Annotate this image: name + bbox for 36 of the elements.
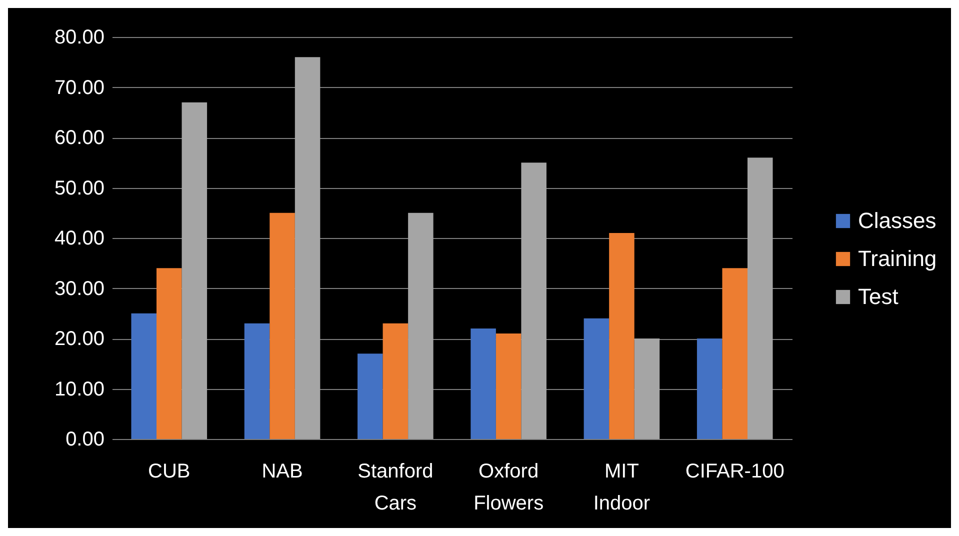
- bar: [722, 268, 748, 439]
- x-tick-label: CUB: [148, 460, 190, 482]
- bar: [609, 232, 634, 439]
- bar: [182, 102, 208, 439]
- x-tick-label: Oxford Flowers: [474, 460, 544, 514]
- bar: [521, 162, 546, 439]
- y-tick-label: 60.00: [54, 127, 104, 149]
- x-tick-label: MIT Indoor: [593, 460, 650, 514]
- x-tick-label: Stanford Cars: [358, 460, 434, 514]
- bar: [358, 354, 383, 439]
- bar: [696, 338, 722, 439]
- legend-label: Test: [858, 284, 898, 309]
- y-tick-label: 80.00: [54, 26, 104, 48]
- y-tick-label: 30.00: [54, 278, 104, 300]
- bar: [382, 323, 408, 439]
- y-tick-label: 0.00: [66, 428, 104, 450]
- bar: [496, 333, 522, 439]
- y-tick-label: 10.00: [54, 378, 104, 400]
- bar: [156, 268, 182, 439]
- bar: [294, 57, 320, 439]
- bar: [747, 158, 773, 439]
- bar: [131, 313, 157, 439]
- bar: [584, 318, 610, 439]
- y-tick-label: 70.00: [54, 76, 104, 99]
- x-tick-label: CIFAR-100: [685, 460, 784, 482]
- legend-label: Training: [858, 246, 937, 271]
- y-tick-label: 50.00: [54, 177, 104, 200]
- legend-label: Classes: [858, 208, 936, 233]
- y-tick-label: 40.00: [54, 228, 104, 250]
- bar: [470, 328, 496, 439]
- bar: [634, 338, 660, 439]
- y-tick-label: 20.00: [54, 328, 104, 350]
- x-tick-label: NAB: [262, 460, 303, 482]
- bar: [408, 212, 434, 439]
- bar: [244, 323, 270, 439]
- bar: [270, 212, 295, 439]
